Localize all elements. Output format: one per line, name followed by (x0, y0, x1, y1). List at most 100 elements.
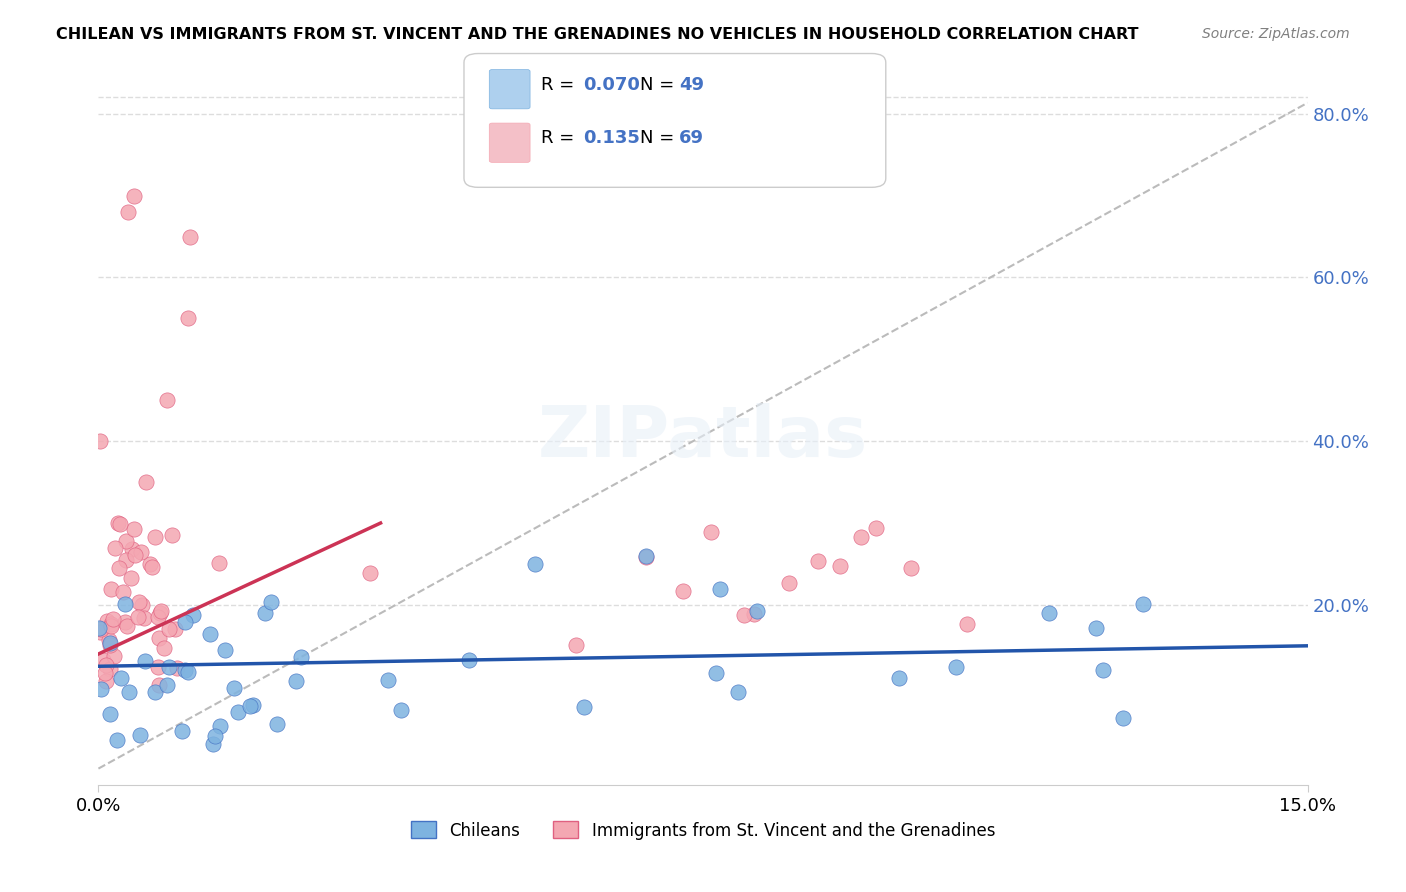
Chileans (727, 685, 749, 699)
Chileans (285, 673, 308, 688)
Immigrants from St. Vincent and the Grenadines (112, 584, 135, 599)
Immigrants from St. Vincent and the Grenadines (107, 516, 129, 530)
Chileans (90, 681, 112, 696)
Immigrants from St. Vincent and the Grenadines (807, 554, 830, 568)
Immigrants from St. Vincent and the Grenadines (157, 622, 180, 636)
Immigrants from St. Vincent and the Grenadines (120, 571, 142, 585)
Immigrants from St. Vincent and the Grenadines (153, 640, 176, 655)
Chileans (242, 698, 264, 712)
Chileans (181, 608, 204, 623)
Immigrants from St. Vincent and the Grenadines (89, 434, 111, 449)
Chileans (170, 724, 193, 739)
Immigrants from St. Vincent and the Grenadines (96, 673, 118, 688)
Immigrants from St. Vincent and the Grenadines (100, 619, 122, 633)
Immigrants from St. Vincent and the Grenadines (98, 633, 121, 648)
Chileans (202, 737, 225, 751)
Chileans (266, 717, 288, 731)
Immigrants from St. Vincent and the Grenadines (149, 604, 172, 618)
Immigrants from St. Vincent and the Grenadines (830, 559, 852, 574)
Immigrants from St. Vincent and the Grenadines (160, 528, 183, 542)
Chileans (1132, 597, 1154, 611)
Text: R =: R = (541, 76, 581, 94)
Immigrants from St. Vincent and the Grenadines (851, 530, 873, 544)
Immigrants from St. Vincent and the Grenadines (177, 311, 200, 326)
Text: 49: 49 (679, 76, 704, 94)
Immigrants from St. Vincent and the Grenadines (115, 553, 138, 567)
Chileans (129, 728, 152, 742)
Chileans (260, 595, 283, 609)
Chileans (290, 649, 312, 664)
Immigrants from St. Vincent and the Grenadines (117, 205, 139, 219)
Text: CHILEAN VS IMMIGRANTS FROM ST. VINCENT AND THE GRENADINES NO VEHICLES IN HOUSEHO: CHILEAN VS IMMIGRANTS FROM ST. VINCENT A… (56, 27, 1139, 42)
Chileans (458, 653, 481, 667)
Legend: Chileans, Immigrants from St. Vincent and the Grenadines: Chileans, Immigrants from St. Vincent an… (404, 814, 1002, 847)
Text: 0.135: 0.135 (583, 129, 640, 147)
Immigrants from St. Vincent and the Grenadines (166, 660, 188, 674)
Immigrants from St. Vincent and the Grenadines (146, 609, 169, 624)
Text: N =: N = (640, 129, 679, 147)
Immigrants from St. Vincent and the Grenadines (114, 533, 136, 548)
Immigrants from St. Vincent and the Grenadines (156, 393, 179, 408)
Immigrants from St. Vincent and the Grenadines (778, 575, 800, 590)
Immigrants from St. Vincent and the Grenadines (733, 607, 755, 622)
Text: R =: R = (541, 129, 581, 147)
Chileans (214, 642, 236, 657)
Text: ZIPatlas: ZIPatlas (538, 402, 868, 472)
Immigrants from St. Vincent and the Grenadines (179, 229, 201, 244)
Immigrants from St. Vincent and the Grenadines (149, 606, 172, 620)
Immigrants from St. Vincent and the Grenadines (742, 607, 765, 621)
Immigrants from St. Vincent and the Grenadines (141, 560, 163, 574)
Text: 69: 69 (679, 129, 704, 147)
Immigrants from St. Vincent and the Grenadines (865, 520, 887, 534)
Immigrants from St. Vincent and the Grenadines (956, 616, 979, 631)
Chileans (745, 603, 768, 617)
Text: N =: N = (640, 76, 679, 94)
Immigrants from St. Vincent and the Grenadines (138, 557, 160, 571)
Immigrants from St. Vincent and the Grenadines (163, 623, 186, 637)
Immigrants from St. Vincent and the Grenadines (143, 530, 166, 544)
Immigrants from St. Vincent and the Grenadines (115, 618, 138, 632)
Immigrants from St. Vincent and the Grenadines (90, 622, 112, 636)
Immigrants from St. Vincent and the Grenadines (122, 188, 145, 202)
Immigrants from St. Vincent and the Grenadines (564, 638, 586, 652)
Immigrants from St. Vincent and the Grenadines (148, 678, 170, 692)
Immigrants from St. Vincent and the Grenadines (134, 610, 156, 624)
Immigrants from St. Vincent and the Grenadines (128, 595, 150, 609)
Immigrants from St. Vincent and the Grenadines (208, 556, 231, 570)
Chileans (226, 705, 249, 719)
Chileans (198, 627, 221, 641)
Chileans (634, 549, 657, 563)
Immigrants from St. Vincent and the Grenadines (122, 522, 145, 536)
Immigrants from St. Vincent and the Grenadines (359, 566, 381, 581)
Immigrants from St. Vincent and the Grenadines (672, 583, 695, 598)
Chileans (1084, 621, 1107, 635)
Immigrants from St. Vincent and the Grenadines (103, 648, 125, 663)
Chileans (254, 606, 277, 620)
Chileans (174, 615, 197, 629)
Chileans (110, 671, 132, 685)
Immigrants from St. Vincent and the Grenadines (103, 612, 125, 626)
Immigrants from St. Vincent and the Grenadines (127, 610, 149, 624)
Chileans (105, 732, 128, 747)
Immigrants from St. Vincent and the Grenadines (94, 658, 117, 673)
Chileans (89, 621, 111, 635)
Chileans (887, 671, 910, 685)
Text: Source: ZipAtlas.com: Source: ZipAtlas.com (1202, 27, 1350, 41)
Chileans (222, 681, 245, 695)
Chileans (157, 660, 180, 674)
Chileans (389, 703, 412, 717)
Immigrants from St. Vincent and the Grenadines (93, 653, 115, 667)
Chileans (524, 557, 547, 571)
Text: 0.070: 0.070 (583, 76, 640, 94)
Chileans (1091, 663, 1114, 677)
Immigrants from St. Vincent and the Grenadines (100, 638, 122, 652)
Immigrants from St. Vincent and the Grenadines (148, 631, 170, 645)
Immigrants from St. Vincent and the Grenadines (900, 561, 922, 575)
Chileans (174, 664, 197, 678)
Chileans (98, 706, 121, 721)
Immigrants from St. Vincent and the Grenadines (107, 561, 129, 575)
Chileans (98, 636, 121, 650)
Chileans (1038, 606, 1060, 620)
Immigrants from St. Vincent and the Grenadines (96, 614, 118, 628)
Immigrants from St. Vincent and the Grenadines (146, 660, 169, 674)
